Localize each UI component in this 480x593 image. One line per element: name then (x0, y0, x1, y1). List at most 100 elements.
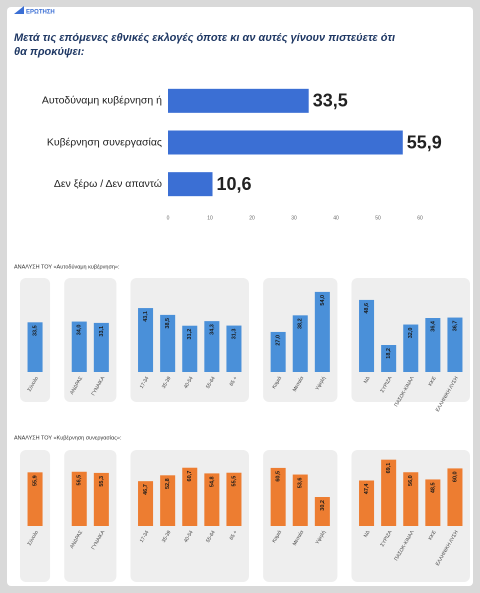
chart-title: ΑΝΑΛΥΣΗ ΤΟΥ «Αυτοδύναμη κυβέρνηση»: (14, 263, 120, 270)
bar (168, 130, 403, 155)
bar (27, 472, 43, 526)
value-label: 60,7 (187, 471, 193, 482)
x-tick-label: ΝΔ (363, 529, 372, 539)
x-tick-label: 55-64 (205, 529, 217, 543)
bar (359, 480, 375, 526)
bar (138, 308, 154, 372)
value-label: 31,3 (231, 329, 237, 340)
value-label: 10,6 (217, 174, 252, 194)
value-label: 60,5 (276, 471, 282, 482)
x-tick-label: 10 (207, 215, 213, 221)
y-tick-label: Αυτοδύναμη κυβέρνηση ή (42, 95, 162, 107)
x-tick-label: 40-54 (183, 375, 195, 389)
bar (182, 467, 198, 526)
value-label: 38,2 (298, 318, 304, 329)
bar (292, 474, 308, 526)
bar (292, 315, 308, 372)
bar (226, 472, 242, 526)
value-label: 31,2 (187, 329, 193, 340)
bar (27, 322, 43, 372)
bar (425, 479, 441, 526)
bar (138, 481, 154, 526)
bar (182, 325, 198, 372)
chart-title: Μετά τις επόμενες εθνικές εκλογές όποτε … (14, 32, 395, 58)
bar (270, 331, 286, 372)
value-label: 43,1 (143, 311, 149, 322)
value-label: 56,0 (408, 475, 414, 486)
bar (71, 321, 87, 372)
logo-mark (14, 6, 24, 14)
bar (403, 324, 419, 372)
x-tick-label: 65 + (229, 376, 239, 388)
bar (314, 497, 330, 526)
x-tick-label: 20 (249, 215, 255, 221)
bar (93, 472, 109, 526)
value-label: 34,3 (209, 324, 215, 335)
x-tick-label: 30 (291, 215, 297, 221)
value-label: 27,0 (276, 335, 282, 346)
value-label: 34,0 (77, 325, 83, 336)
x-tick-label: 35-39 (161, 375, 173, 389)
value-label: 69,1 (386, 463, 392, 474)
x-tick-label: 65 + (229, 530, 239, 542)
bar (168, 172, 213, 197)
bar (93, 322, 109, 372)
value-label: 60,0 (452, 471, 458, 482)
value-label: 33,5 (33, 325, 39, 336)
x-tick-label: 35-39 (161, 529, 173, 543)
bar (204, 473, 220, 526)
value-label: 55,3 (99, 476, 105, 487)
bar (425, 318, 441, 372)
value-label: 53,6 (298, 478, 304, 489)
value-label: 38,5 (165, 318, 171, 329)
bar (359, 299, 375, 372)
value-label: 52,8 (165, 478, 171, 489)
x-tick-label: 55-64 (205, 375, 217, 389)
value-label: 48,6 (364, 303, 370, 314)
bar (270, 467, 286, 526)
logo: ΕΡΩΤΗΣΗ (26, 10, 55, 16)
value-label: 32,0 (408, 328, 414, 339)
bar (160, 314, 176, 372)
x-tick-label: 40-54 (183, 529, 195, 543)
bar (381, 459, 397, 526)
value-label: 55,5 (231, 476, 237, 487)
bar (447, 468, 463, 526)
bar (314, 291, 330, 372)
value-label: 47,4 (364, 483, 370, 495)
x-tick-label: 60 (417, 215, 423, 221)
x-tick-label: ΚΚΕ (428, 529, 439, 541)
x-tick-label: 40 (333, 215, 339, 221)
bar (204, 321, 220, 372)
value-label: 55,9 (33, 475, 39, 486)
value-label: 48,5 (430, 482, 436, 493)
bar (71, 471, 87, 526)
bar (381, 345, 397, 372)
value-label: 55,9 (407, 132, 442, 152)
x-tick-label: 17-34 (139, 375, 151, 389)
bar (160, 475, 176, 526)
bar (168, 88, 309, 113)
bar (403, 472, 419, 526)
value-label: 36,4 (430, 320, 436, 332)
x-tick-label: 0 (167, 215, 170, 221)
value-label: 56,5 (77, 475, 83, 486)
bar (226, 325, 242, 372)
bar (447, 317, 463, 372)
x-tick-label: 17-34 (139, 529, 151, 543)
value-label: 33,5 (313, 91, 348, 111)
x-tick-label: 50 (375, 215, 381, 221)
x-tick-label: ΝΔ (363, 375, 372, 385)
y-tick-label: Κυβέρνηση συνεργασίας (47, 136, 162, 148)
value-label: 54,8 (209, 476, 215, 487)
value-label: 30,2 (320, 500, 326, 511)
value-label: 18,2 (386, 348, 392, 359)
chart-title: ΑΝΑΛΥΣΗ ΤΟΥ «Κυβέρνηση συνεργασίας»: (14, 434, 122, 441)
value-label: 33,1 (99, 326, 105, 337)
y-tick-label: Δεν ξέρω / Δεν απαντώ (54, 178, 162, 190)
value-label: 46,7 (143, 484, 149, 495)
value-label: 54,0 (320, 295, 326, 306)
value-label: 36,7 (452, 321, 458, 332)
x-tick-label: ΚΚΕ (428, 375, 439, 387)
